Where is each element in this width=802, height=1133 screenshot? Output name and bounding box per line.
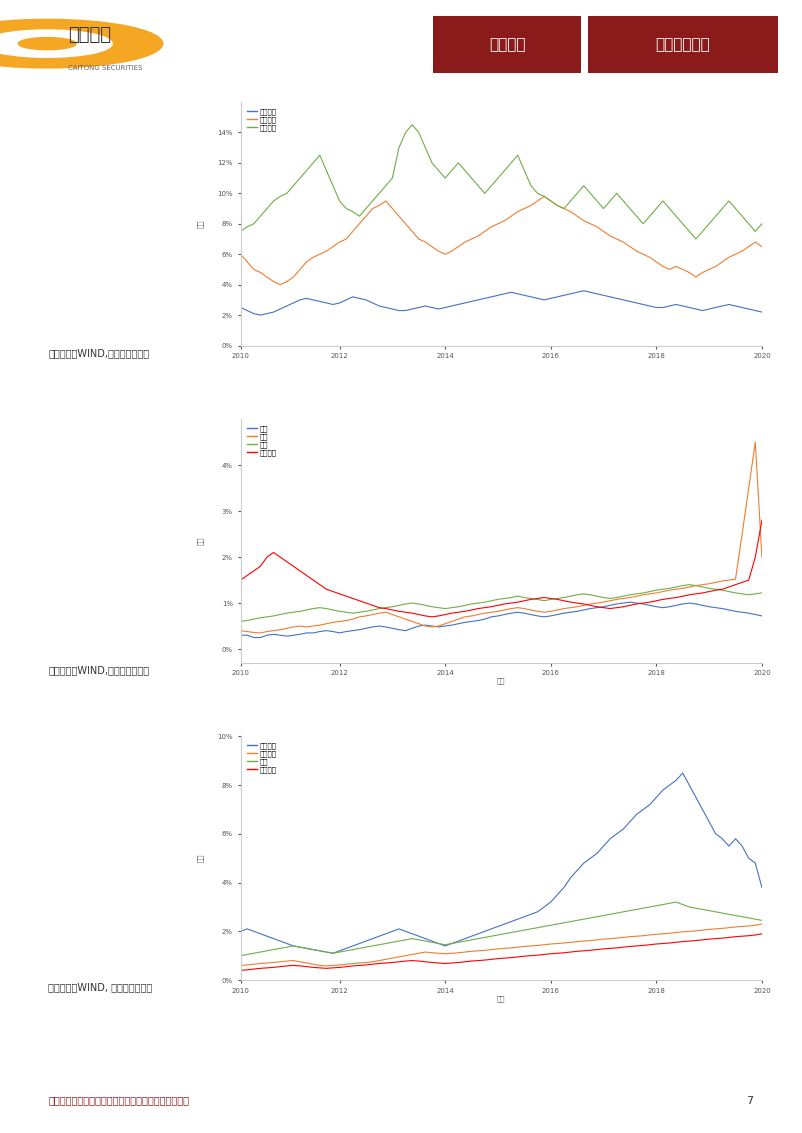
Circle shape (0, 29, 112, 58)
Text: CAITONG SECURITIES: CAITONG SECURITIES (68, 65, 143, 71)
Legend: 煤炭, 化工, 钢铁, 轻纺品类: 煤炭, 化工, 钢铁, 轻纺品类 (244, 423, 279, 459)
Text: 谨请参阅尾页重要声明及财通证券股票和行业评级标准: 谨请参阅尾页重要声明及财通证券股票和行业评级标准 (48, 1096, 189, 1106)
Text: 证券研究报告: 证券研究报告 (656, 36, 711, 52)
Text: 7: 7 (746, 1096, 753, 1106)
Y-axis label: 仓位: 仓位 (197, 537, 204, 545)
Text: 财通证券: 财通证券 (68, 26, 111, 43)
Text: 数据来源：WIND,财通证券研究所: 数据来源：WIND,财通证券研究所 (48, 665, 149, 675)
Bar (581, 16, 588, 73)
Y-axis label: 仓位: 仓位 (197, 854, 204, 862)
Bar (433, 16, 581, 73)
Text: 金工周报: 金工周报 (489, 36, 525, 52)
Legend: 邦联石油, 邦丘石油, 邦丘生物: 邦联石油, 邦丘石油, 邦丘生物 (244, 105, 279, 134)
Circle shape (0, 19, 163, 68)
Text: 图 10：电气设备、汽车、国防军工同步减持: 图 10：电气设备、汽车、国防军工同步减持 (43, 697, 200, 710)
Circle shape (18, 37, 76, 50)
Text: 图 9：化工领跑周期行业: 图 9：化工领跑周期行业 (43, 380, 132, 393)
Legend: 电气设备, 国防军工, 汽车, 石油化工: 电气设备, 国防军工, 汽车, 石油化工 (244, 740, 279, 776)
X-axis label: 周期: 周期 (497, 678, 505, 684)
Text: 数据来源：WIND,财通证券研究所: 数据来源：WIND,财通证券研究所 (48, 348, 149, 358)
Y-axis label: 仓位: 仓位 (197, 220, 204, 228)
Text: 数据来源：WIND, 财通证券研究所: 数据来源：WIND, 财通证券研究所 (48, 982, 152, 993)
Bar (589, 16, 778, 73)
X-axis label: 周期: 周期 (497, 995, 505, 1002)
